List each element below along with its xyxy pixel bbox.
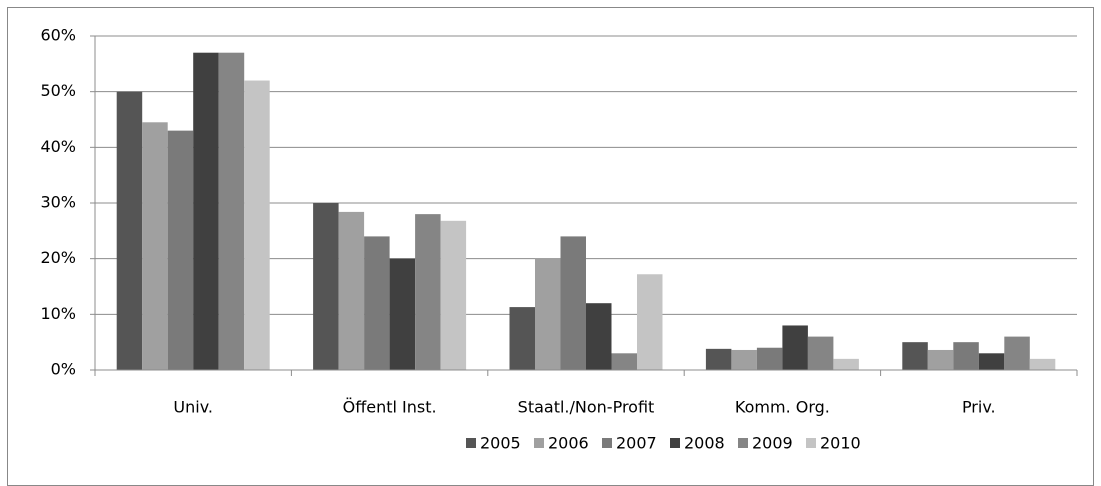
bar [116, 91, 143, 371]
bar [978, 353, 1005, 370]
x-tick-label: Priv. [962, 398, 996, 417]
legend-swatch [738, 438, 748, 448]
legend-swatch [602, 438, 612, 448]
bar [509, 307, 535, 370]
y-tick-label: 50% [40, 81, 76, 100]
bar [364, 236, 390, 370]
bar [415, 214, 441, 370]
bar [313, 203, 339, 370]
bar [440, 220, 467, 370]
legend-swatch [806, 438, 816, 448]
y-tick-label: 10% [40, 304, 76, 323]
bar [731, 349, 757, 370]
bar [637, 274, 663, 370]
legend-label: 2006 [548, 434, 589, 453]
bar [586, 303, 612, 370]
x-tick-label: Öffentl Inst. [343, 398, 437, 417]
bar [218, 52, 245, 370]
bar [389, 258, 416, 370]
y-tick-label: 40% [40, 137, 76, 156]
bar [193, 52, 219, 370]
bar [338, 211, 365, 370]
y-tick-label: 20% [40, 248, 76, 267]
legend-swatch [670, 438, 680, 448]
legend-swatch [466, 438, 476, 448]
bar [756, 347, 783, 370]
y-tick-label: 30% [40, 193, 76, 212]
bar [953, 342, 979, 370]
legend-label: 2010 [820, 434, 861, 453]
bar [807, 336, 834, 370]
bar [1004, 336, 1030, 370]
bar [244, 80, 270, 371]
bar [902, 342, 928, 370]
bar [1029, 358, 1056, 370]
x-tick-label: Komm. Org. [735, 398, 830, 417]
y-tick-label: 0% [51, 360, 76, 379]
legend-swatch [534, 438, 544, 448]
bar [927, 349, 954, 370]
legend-label: 2008 [684, 434, 725, 453]
x-tick-label: Staatl./Non-Profit [518, 398, 655, 417]
y-tick-label: 60% [40, 26, 76, 45]
bar [560, 236, 586, 370]
x-tick-label: Univ. [173, 398, 213, 417]
legend-label: 2007 [616, 434, 657, 453]
bar [705, 348, 732, 370]
bar [535, 258, 561, 370]
bar [782, 325, 808, 370]
bar [142, 122, 168, 371]
bar [611, 353, 637, 370]
legend-label: 2005 [480, 434, 521, 453]
bar [167, 130, 194, 370]
bar [833, 358, 859, 370]
legend-label: 2009 [752, 434, 793, 453]
